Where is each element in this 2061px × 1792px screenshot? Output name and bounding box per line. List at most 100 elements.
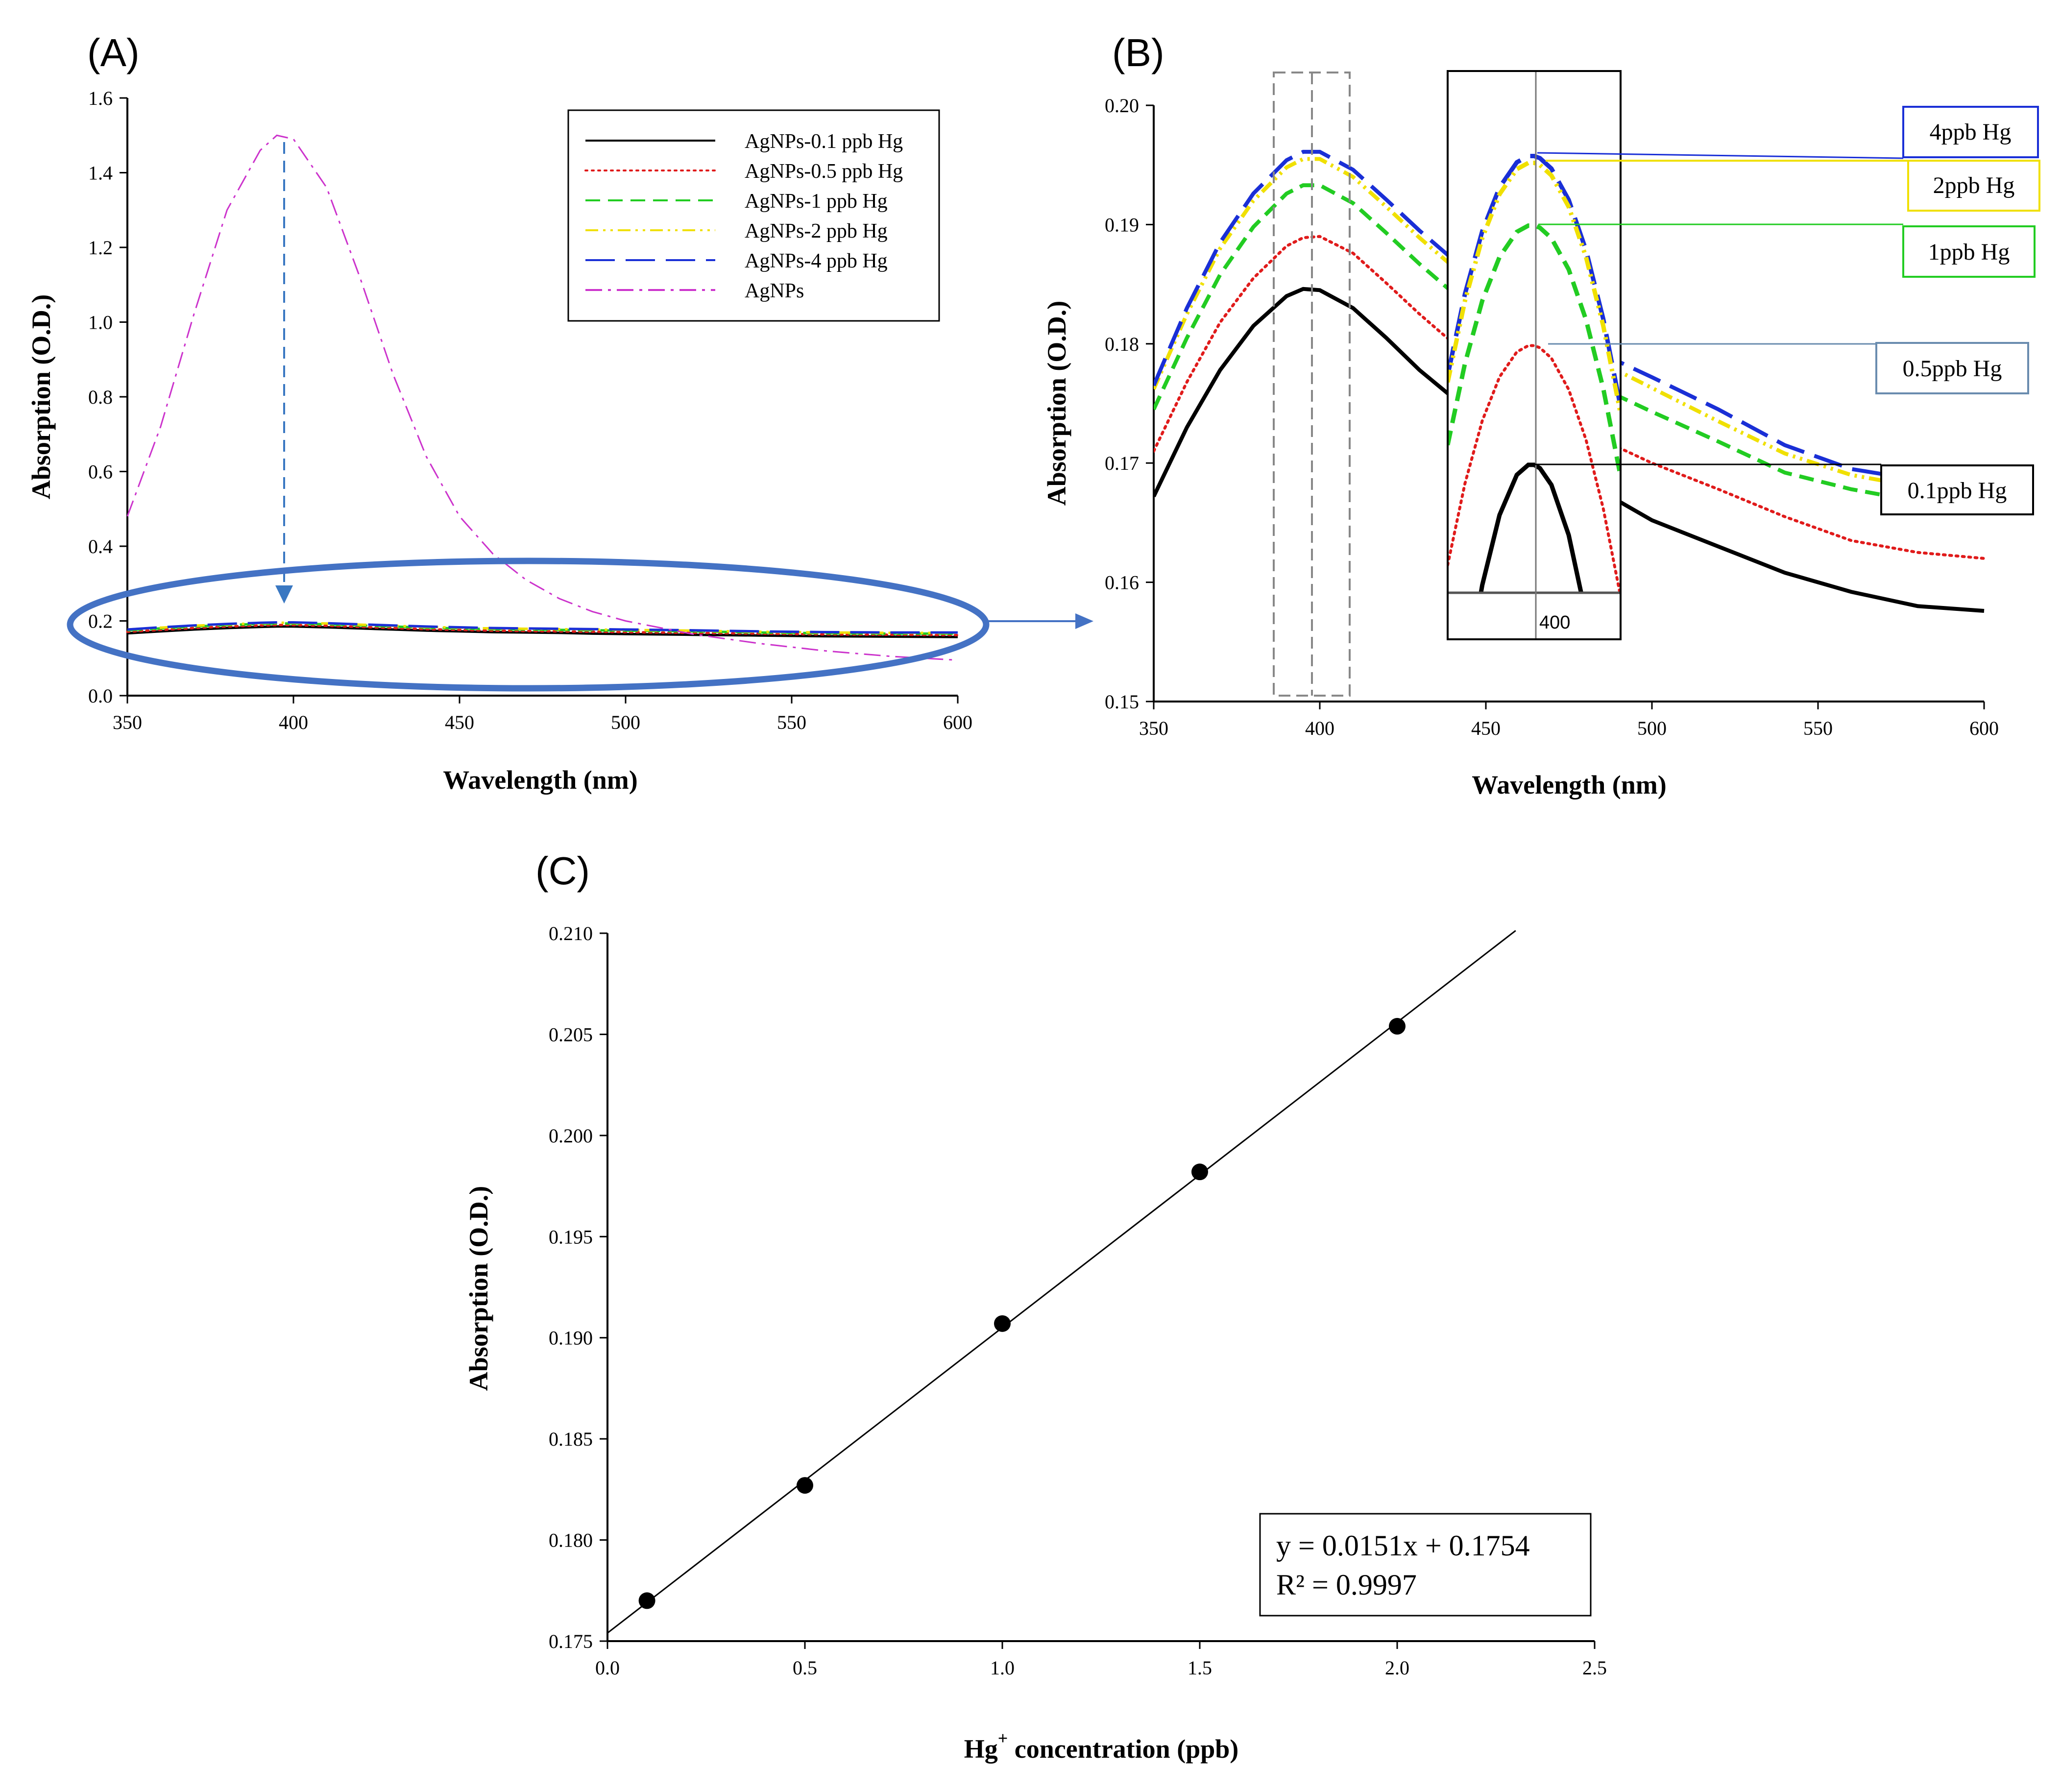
panel-c-x-tick-label: 2.0 xyxy=(1385,1657,1409,1679)
panel-a-y-tick-label: 1.2 xyxy=(88,237,113,259)
callout-0-5ppb: 0.5ppb Hg xyxy=(1903,356,2002,382)
callout-2ppb: 2ppb Hg xyxy=(1933,172,2015,198)
panel-b-y-tick-label: 0.17 xyxy=(1105,452,1139,474)
panel-a-y-tick-label: 1.4 xyxy=(88,162,113,184)
panel-b-series-line xyxy=(1621,360,1985,484)
panel-a-y-tick-label: 1.0 xyxy=(88,312,113,334)
panel-b-y-ticks: 0.15 0.16 0.17 0.18 0.19 0.20 xyxy=(1105,95,1154,713)
panel-b-inset-line xyxy=(1448,344,1621,593)
panel-a-x-tick-label: 350 xyxy=(113,711,142,733)
panel-c-y-tick-label: 0.175 xyxy=(549,1630,593,1652)
panel-c-data-point xyxy=(1389,1017,1406,1035)
panel-c-equation-box: y = 0.0151x + 0.1754 R² = 0.9997 xyxy=(1259,1513,1592,1617)
panel-c-y-tick-label: 0.205 xyxy=(549,1023,593,1045)
callout-1ppb: 1ppb Hg xyxy=(1928,239,2010,265)
panel-a-legend-label: AgNPs-0.1 ppb Hg xyxy=(745,130,903,153)
panel-label-c: (C) xyxy=(535,849,590,893)
panel-b-peak-selection-box xyxy=(1273,72,1351,697)
panel-a-y-tick-label: 0.4 xyxy=(88,535,113,557)
panel-a-legend-label: AgNPs-1 ppb Hg xyxy=(745,190,888,213)
panel-c-x-tick-label: 1.0 xyxy=(990,1657,1015,1679)
panel-c-x-tick-label: 2.5 xyxy=(1582,1657,1607,1679)
panel-c-data-point xyxy=(1191,1163,1208,1181)
panel-c-y-tick-label: 0.180 xyxy=(549,1529,593,1551)
panel-a-ylabel: Absorption (O.D.) xyxy=(26,294,56,500)
panel-b-series-line xyxy=(1154,287,1448,498)
panel-a-x-tick-label: 550 xyxy=(777,711,806,733)
panel-b-series-line xyxy=(1154,235,1448,453)
panel-b-y-tick-label: 0.16 xyxy=(1105,572,1139,594)
panel-c-x-tick-label: 0.5 xyxy=(793,1657,817,1679)
panel-b-inset: 400 xyxy=(1447,70,1622,640)
panel-label-b: (B) xyxy=(1112,31,1164,74)
panel-c-data-point xyxy=(638,1592,655,1609)
panel-b-inset-tick: 400 xyxy=(1539,612,1570,633)
equation-line-2: R² = 0.9997 xyxy=(1276,1569,1417,1601)
panel-a-series-line xyxy=(127,625,958,638)
panel-a-highlight-ellipse xyxy=(67,557,990,692)
panel-a: (A) 350 400 450 500 550 600 0.0 0.2 0.4 0.6 0.8 1.… xyxy=(26,31,1093,795)
panel-b-inset-line xyxy=(1448,154,1621,408)
callout-4ppb: 4ppb Hg xyxy=(1930,119,2012,145)
panel-c-y-ticks: 0.175 0.180 0.185 0.190 0.195 0.200 0.205 0.210 xyxy=(549,922,607,1652)
panel-a-legend-label: AgNPs xyxy=(745,280,804,302)
panel-a-x-tick-label: 450 xyxy=(445,711,474,733)
panel-c-data-point xyxy=(994,1315,1011,1332)
panel-b-x-tick-label: 400 xyxy=(1305,717,1334,739)
panel-a-legend-label: AgNPs-4 ppb Hg xyxy=(745,250,888,272)
panel-c-y-tick-label: 0.190 xyxy=(549,1327,593,1349)
panel-a-series-line xyxy=(126,134,958,661)
panel-b-series-line xyxy=(1621,500,1985,613)
panel-b-x-tick-label: 500 xyxy=(1637,717,1667,739)
panel-c-y-tick-label: 0.185 xyxy=(549,1428,593,1450)
panel-c-x-tick-label: 1.5 xyxy=(1188,1657,1212,1679)
panel-c-x-tick-label: 0.0 xyxy=(595,1657,620,1679)
panel-a-x-tick-label: 600 xyxy=(943,711,972,733)
panel-b-inset-frame xyxy=(1447,70,1622,640)
panel-a-series xyxy=(126,134,959,661)
panel-a-y-tick-label: 0.2 xyxy=(88,610,113,632)
panel-a-x-tick-label: 400 xyxy=(279,711,308,733)
panel-b: (B) 350 400 450 500 550 600 0.15 0.16 0.17 0.18 0… xyxy=(1042,31,2040,799)
panel-b-series-line xyxy=(1621,370,1985,491)
panel-c-y-tick-label: 0.210 xyxy=(549,922,593,944)
panel-a-series-line xyxy=(126,624,959,636)
panel-a-legend-label: AgNPs-2 ppb Hg xyxy=(745,220,888,242)
panel-b-y-tick-label: 0.18 xyxy=(1105,333,1139,355)
panel-a-legend-label: AgNPs-0.5 ppb Hg xyxy=(745,160,903,183)
panel-b-inset-line xyxy=(1448,161,1621,414)
panel-c-x-ticks: 0.0 0.5 1.0 1.5 2.0 2.5 xyxy=(595,1641,1607,1679)
equation-line-1: y = 0.0151x + 0.1754 xyxy=(1276,1529,1530,1562)
panel-c-data-point xyxy=(797,1477,813,1494)
panel-c-xlabel: Hg+ concentration (ppb) xyxy=(964,1728,1239,1764)
panel-label-a: (A) xyxy=(87,31,140,74)
panel-a-y-tick-label: 1.6 xyxy=(88,87,113,109)
panel-b-inset-line xyxy=(1448,223,1621,477)
panel-c-ylabel: Absorption (O.D.) xyxy=(464,1186,493,1391)
panel-b-x-tick-label: 450 xyxy=(1471,717,1501,739)
panel-b-y-tick-label: 0.19 xyxy=(1105,214,1139,236)
panel-b-series-line xyxy=(1154,183,1448,411)
panel-a-y-tick-label: 0.0 xyxy=(88,685,113,707)
panel-b-y-tick-label: 0.15 xyxy=(1105,691,1139,713)
panel-a-y-tick-label: 0.6 xyxy=(88,461,113,483)
panel-a-legend: AgNPs-0.1 ppb Hg AgNPs-0.5 ppb Hg AgNPs-1 … xyxy=(567,109,940,322)
panel-a-xlabel: Wavelength (nm) xyxy=(443,765,638,795)
panel-b-xlabel: Wavelength (nm) xyxy=(1472,770,1667,799)
panel-b-series-left xyxy=(1154,149,1448,498)
panel-c-y-tick-label: 0.200 xyxy=(549,1125,593,1147)
panel-b-x-tick-label: 350 xyxy=(1139,717,1168,739)
panel-a-to-b-arrow xyxy=(986,613,1093,629)
panel-a-series-line xyxy=(127,621,958,634)
callout-0-1ppb: 0.1ppb Hg xyxy=(1908,478,2007,504)
panel-c-fit-line xyxy=(607,930,1516,1634)
panel-b-x-tick-label: 550 xyxy=(1803,717,1833,739)
panel-a-drop-arrow xyxy=(275,142,293,604)
panel-c-points xyxy=(638,1017,1406,1609)
panel-b-series-right xyxy=(1621,360,1986,613)
panel-c: (C) 0.0 0.5 1.0 1.5 2.0 2.5 0.175 0.180 0.185 0.… xyxy=(464,849,1607,1764)
panel-b-ylabel: Absorption (O.D.) xyxy=(1042,301,1071,506)
panel-b-x-tick-label: 600 xyxy=(1969,717,1999,739)
panel-a-y-tick-label: 0.8 xyxy=(88,386,113,408)
